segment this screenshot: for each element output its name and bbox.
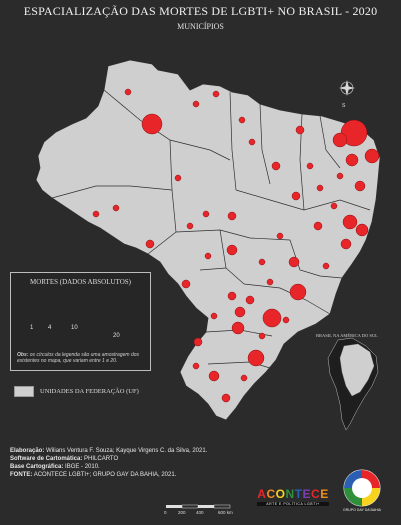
- credit-row: Base Cartográfica: IBGE - 2010.: [10, 463, 207, 471]
- map-marker: [316, 184, 324, 192]
- credit-row: Elaboração: Wilians Ventura F. Souza; Ka…: [10, 447, 207, 455]
- map-marker: [181, 279, 191, 289]
- map-marker: [124, 88, 132, 96]
- inset-map-label: BRASIL NA AMÉRICA DO SUL: [316, 333, 378, 338]
- map-marker: [289, 283, 307, 301]
- map-marker: [208, 370, 220, 382]
- map-marker: [234, 306, 246, 318]
- legend-size-label: 1: [30, 325, 34, 331]
- map-marker: [221, 393, 231, 403]
- map-marker: [240, 374, 248, 382]
- ggb-logo: GRUPO GAY DA BAHIA: [337, 466, 387, 516]
- credit-label: Base Cartográfica:: [10, 464, 64, 470]
- legend-note-label: Obs:: [17, 352, 29, 358]
- ggb-logo-icon: [343, 469, 381, 507]
- map-marker: [227, 211, 237, 221]
- map-marker: [306, 162, 314, 170]
- map-marker: [245, 295, 255, 305]
- map-marker: [204, 252, 212, 260]
- map-marker: [238, 116, 246, 124]
- legend-size-label: 4: [48, 325, 52, 331]
- credit-row: FONTE: ACONTECE LGBTI+; GRUPO GAY DA BAH…: [10, 471, 207, 479]
- map-marker: [345, 153, 359, 167]
- credit-label: FONTE:: [10, 472, 33, 478]
- map-subtitle: MUNICÍPIOS: [177, 22, 224, 31]
- map-marker: [193, 337, 203, 347]
- credit-label: Software de Cartomática:: [10, 456, 83, 462]
- map-marker: [247, 349, 265, 367]
- credits-block: Elaboração: Wilians Ventura F. Souza; Ka…: [10, 447, 207, 479]
- map-marker: [145, 239, 155, 249]
- map-marker: [336, 172, 344, 180]
- scale-bar: [166, 504, 231, 509]
- map-marker: [112, 204, 120, 212]
- credit-row: Software de Cartomática: PHILCARTO: [10, 455, 207, 463]
- map-marker: [342, 214, 358, 230]
- map-marker: [340, 238, 352, 250]
- map-marker: [355, 223, 369, 237]
- legend-title: MORTES (DADOS ABSOLUTOS): [30, 278, 131, 286]
- map-marker: [231, 321, 245, 335]
- uf-legend-label: UNIDADES DA FEDERAÇÃO (UF): [40, 388, 139, 395]
- map-marker: [258, 332, 266, 340]
- credit-value: PHILCARTO: [84, 456, 119, 462]
- map-marker: [295, 125, 305, 135]
- map-marker: [282, 316, 290, 324]
- map-marker: [192, 362, 200, 370]
- compass-label: S: [342, 103, 346, 109]
- map-marker: [330, 202, 338, 210]
- map-marker: [291, 191, 301, 201]
- scale-tick-label: 0: [164, 510, 167, 515]
- map-marker: [248, 138, 256, 146]
- map-marker: [354, 180, 366, 192]
- legend-size-label: 20: [113, 333, 120, 339]
- death-markers: [92, 88, 380, 403]
- legend-note-text: os círculos da legenda são uma amostrage…: [17, 352, 140, 364]
- map-marker: [262, 308, 282, 328]
- ggb-logo-sub: GRUPO GAY DA BAHIA: [343, 508, 381, 512]
- map-marker: [192, 100, 200, 108]
- map-marker: [174, 174, 182, 182]
- legend-panel: MORTES (DADOS ABSOLUTOS) Obs: os círculo…: [10, 272, 151, 371]
- map-marker: [226, 244, 238, 256]
- acontece-logo-word: ACONTECE: [257, 487, 329, 501]
- map-marker: [258, 258, 266, 266]
- map-marker: [141, 113, 163, 135]
- map-marker: [186, 222, 194, 230]
- acontece-logo: ACONTECE ARTE E POLÍTICA LGBTI+: [257, 487, 329, 507]
- scale-tick-label: 200: [178, 510, 186, 515]
- south-america-inset-map: [327, 337, 379, 431]
- credit-value: ACONTECE LGBTI+; GRUPO GAY DA BAHIA, 202…: [33, 472, 177, 478]
- map-marker: [288, 256, 300, 268]
- map-marker: [322, 262, 330, 270]
- scale-tick-label: 400: [196, 510, 204, 515]
- legend-size-label: 10: [71, 325, 78, 331]
- map-marker: [210, 312, 218, 320]
- brazil-landmass: [35, 59, 381, 421]
- scale-tick-label: 600 km: [218, 510, 233, 515]
- map-marker: [212, 90, 220, 98]
- map-marker: [364, 148, 380, 164]
- map-marker: [271, 161, 281, 171]
- acontece-logo-sub: ARTE E POLÍTICA LGBTI+: [257, 502, 329, 506]
- compass-rose-icon: [339, 80, 355, 96]
- map-marker: [266, 278, 274, 286]
- uf-legend-swatch: [14, 386, 34, 397]
- map-marker: [92, 210, 100, 218]
- credit-label: Elaboração:: [10, 448, 45, 454]
- map-title: ESPACIALIZAÇÃO DAS MORTES DE LGBTI+ NO B…: [23, 4, 378, 18]
- map-marker: [276, 232, 284, 240]
- credit-value: IBGE - 2010.: [65, 464, 100, 470]
- map-marker: [227, 291, 237, 301]
- map-marker: [202, 210, 210, 218]
- credit-value: Wilians Ventura F. Souza; Kayque Virgens…: [46, 448, 208, 454]
- map-marker: [332, 132, 348, 148]
- map-marker: [313, 221, 323, 231]
- legend-note: Obs: os círculos da legenda são uma amos…: [17, 352, 147, 364]
